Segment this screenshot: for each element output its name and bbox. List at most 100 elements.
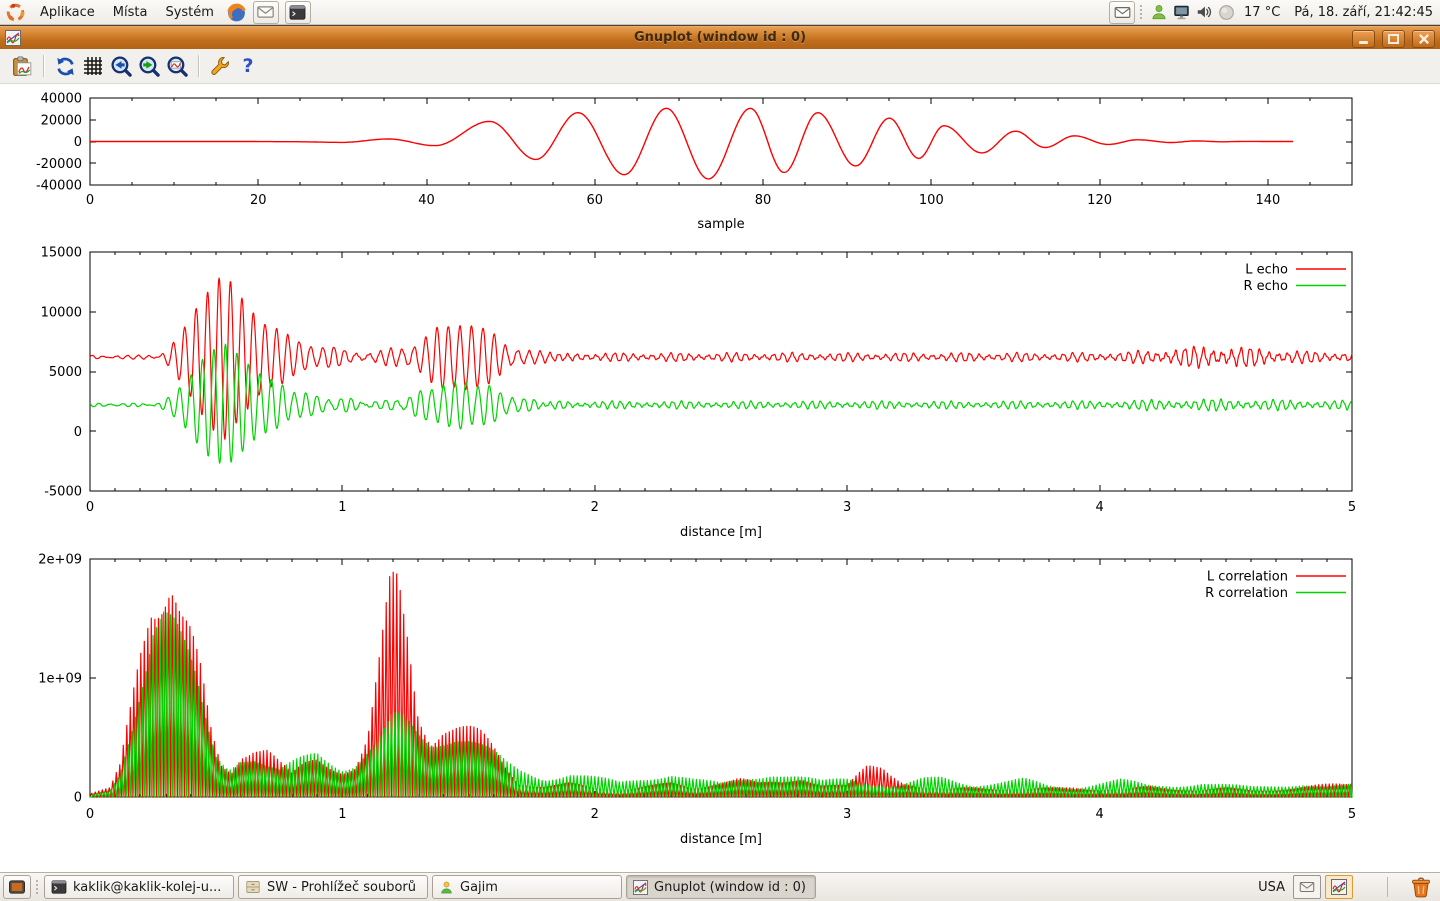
grid-button[interactable] [79, 52, 107, 80]
help-icon: ? [242, 54, 254, 77]
display-icon[interactable] [1172, 3, 1191, 21]
show-desktop-button[interactable] [3, 875, 31, 899]
taskbar: kaklik@kaklik-kolej-u... SW - Prohlížeč … [0, 872, 1440, 901]
envelope-icon [1299, 881, 1315, 893]
trash-icon[interactable] [1406, 874, 1436, 900]
plot-canvas[interactable]: 0 20 40 60 80 100 120 140 -40000 -20000 0 20000 4000… [0, 84, 1440, 874]
applet-handle[interactable] [35, 879, 40, 895]
close-icon [1418, 34, 1429, 44]
replot-button[interactable] [51, 52, 79, 80]
x-tick-label: 120 [1087, 193, 1112, 208]
panel-left: Aplikace Místa Systém [0, 0, 314, 24]
clipboard-chart-icon [12, 55, 31, 76]
taskbar-window-terminal[interactable]: kaklik@kaklik-kolej-u... [44, 875, 234, 899]
applet-handle[interactable] [1139, 4, 1145, 20]
taskbar-window-file-manager[interactable]: SW - Prohlížeč souborů [238, 875, 428, 899]
window-title: Gnuplot (window id : 0) [633, 30, 807, 45]
mail-launcher-icon[interactable] [252, 0, 279, 24]
x-tick-label: 5 [1348, 807, 1356, 822]
refresh-icon [56, 57, 74, 75]
ubuntu-logo-icon[interactable] [0, 0, 31, 24]
top-panel: Aplikace Místa Systém [0, 0, 1440, 25]
y-tick-label: 40000 [41, 92, 82, 107]
ubuntu-logo [6, 3, 25, 21]
minimize-icon [1359, 41, 1368, 44]
copy-plot-button[interactable] [8, 52, 36, 80]
y-tick-label: -5000 [44, 485, 82, 500]
series-line-l-correlation [89, 571, 1353, 798]
menu-system[interactable]: Systém [165, 4, 214, 20]
mail-notification-icon[interactable] [1109, 0, 1136, 24]
trash-can-icon [1412, 877, 1430, 898]
settings-button[interactable] [206, 52, 234, 80]
gnuplot-charts[interactable]: 0 20 40 60 80 100 120 140-40000-200000200004000… [0, 84, 1440, 874]
window-titlebar[interactable]: Gnuplot (window id : 0) [0, 26, 1440, 49]
gnuplot-toolbar: ? [0, 49, 1440, 84]
unzoom-button[interactable] [163, 52, 191, 80]
toolbar-separator [198, 55, 199, 77]
y-tick-label: 0 [74, 791, 82, 806]
close-button[interactable] [1412, 30, 1435, 48]
minimize-button[interactable] [1352, 30, 1375, 48]
series-line-r-correlation [90, 611, 1353, 798]
x-tick-label: 100 [919, 193, 944, 208]
envelope-icon [257, 6, 275, 18]
weather-moon-icon [1219, 4, 1234, 20]
y-tick-label: 2e+09 [38, 553, 82, 568]
help-button[interactable]: ? [234, 52, 262, 80]
x-tick-label: 80 [755, 193, 772, 208]
zoom-next-button[interactable] [135, 52, 163, 80]
taskbar-separator [1387, 877, 1388, 897]
x-tick-label: 3 [843, 500, 851, 515]
gnuplot-window: Gnuplot (window id : 0) [0, 26, 1440, 874]
firefox-icon [227, 3, 246, 21]
zoom-previous-icon [110, 55, 132, 77]
x-tick-label: 3 [843, 807, 851, 822]
x-tick-label: 1 [338, 807, 346, 822]
y-tick-label: 0 [74, 425, 82, 440]
y-tick-label: 10000 [41, 305, 82, 320]
taskbar-window-label: kaklik@kaklik-kolej-u... [73, 879, 222, 895]
chart-3-axes [89, 558, 1353, 798]
series-line-signal [90, 107, 1294, 180]
terminal-launcher-icon[interactable] [284, 0, 311, 24]
menu-places[interactable]: Místa [112, 4, 148, 20]
volume-icon[interactable] [1195, 3, 1214, 21]
x-tick-label: 4 [1095, 500, 1103, 515]
weather-icon[interactable] [1218, 4, 1235, 21]
y-tick-label: -20000 [36, 157, 82, 172]
taskbar-right: USA [1250, 874, 1440, 900]
y-tick-label: 20000 [41, 113, 82, 128]
keyboard-layout-indicator[interactable]: USA [1258, 879, 1285, 895]
legend-label: L echo [1245, 263, 1288, 278]
temperature-indicator: 17 °C [1244, 4, 1281, 20]
window-controls [1352, 30, 1435, 48]
y-tick-label: 0 [74, 135, 82, 150]
x-tick-label: 0 [86, 807, 94, 822]
maximize-button[interactable] [1382, 30, 1405, 48]
monitor-icon [1174, 5, 1189, 20]
user-icon [1152, 5, 1166, 20]
gnuplot-tray-icon[interactable] [1325, 875, 1353, 899]
firefox-launcher-icon[interactable] [226, 2, 247, 23]
gnuplot-window-icon [5, 30, 21, 46]
x-tick-label: 0 [86, 500, 94, 515]
taskbar-window-gajim[interactable]: Gajim [432, 875, 622, 899]
x-tick-label: 1 [338, 500, 346, 515]
terminal-icon [51, 880, 67, 894]
file-manager-icon [246, 881, 260, 893]
x-tick-label: 20 [250, 193, 267, 208]
x-axis-label: distance [m] [680, 832, 762, 847]
terminal-icon [290, 4, 306, 20]
show-desktop-icon [9, 880, 25, 894]
clock[interactable]: Pá, 18. září, 21:42:45 [1294, 4, 1433, 20]
zoom-previous-button[interactable] [107, 52, 135, 80]
menu-applications[interactable]: Aplikace [40, 4, 95, 20]
mail-tray-icon[interactable] [1293, 875, 1321, 899]
user-status-icon[interactable] [1150, 3, 1168, 21]
taskbar-window-gnuplot[interactable]: Gnuplot (window id : 0) [626, 875, 816, 899]
toolbar-separator [43, 55, 44, 77]
taskbar-window-label: Gnuplot (window id : 0) [654, 879, 806, 895]
gnuplot-icon [633, 879, 648, 895]
